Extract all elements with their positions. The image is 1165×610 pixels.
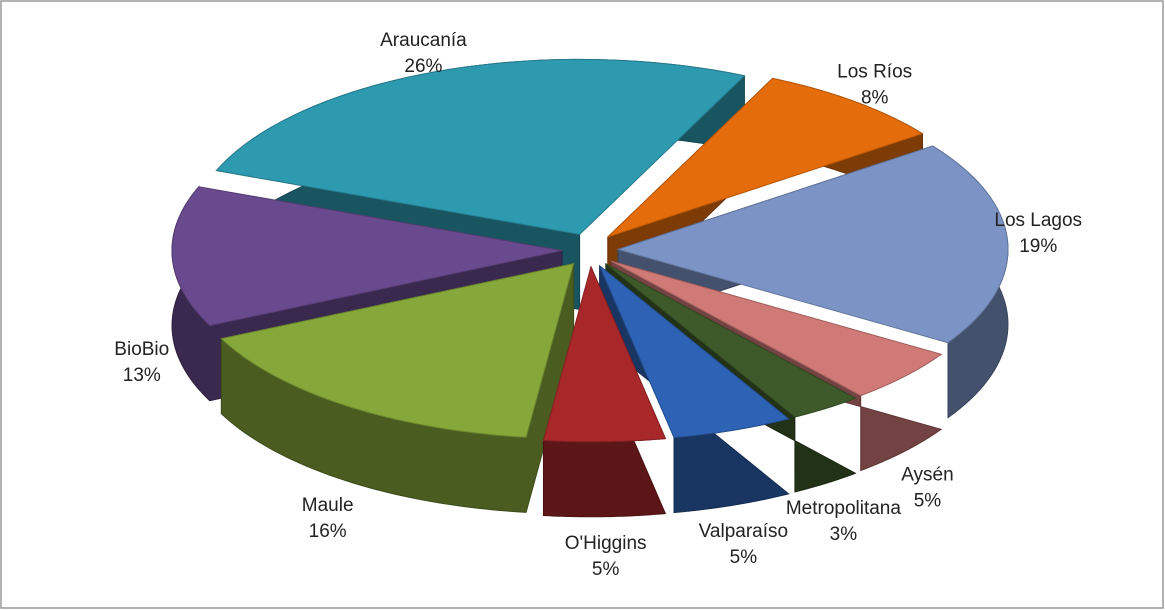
category-label: BioBio — [114, 339, 169, 360]
slice — [616, 145, 1009, 344]
category-label: Los Ríos — [837, 62, 912, 83]
category-label: Araucanía — [380, 30, 467, 51]
value-label: 5% — [592, 559, 620, 580]
category-label: Valparaíso — [699, 521, 788, 542]
category-label: Metropolitana — [786, 498, 902, 519]
value-label: 13% — [123, 365, 161, 386]
value-label: 5% — [914, 491, 942, 512]
category-label: Maule — [302, 495, 354, 516]
value-label: 5% — [730, 547, 758, 568]
slice-tops — [171, 58, 1009, 518]
slice — [220, 262, 575, 438]
slice — [610, 260, 943, 397]
slice — [605, 263, 857, 418]
data-labels: Los Ríos 8% Los Lagos 19% Aysén 5% Metropolita… — [114, 30, 1082, 580]
slice — [215, 58, 746, 235]
value-label: 8% — [861, 88, 889, 109]
value-label: 16% — [309, 521, 347, 542]
slice — [607, 77, 924, 238]
value-label: 3% — [830, 524, 858, 545]
category-label: Los Lagos — [994, 210, 1082, 231]
slice — [599, 265, 790, 439]
value-label: 26% — [404, 56, 442, 77]
category-label: Aysén — [901, 465, 953, 486]
slice — [171, 186, 563, 327]
slice — [542, 265, 667, 443]
value-label: 19% — [1019, 236, 1057, 257]
category-label: O'Higgins — [565, 533, 647, 554]
